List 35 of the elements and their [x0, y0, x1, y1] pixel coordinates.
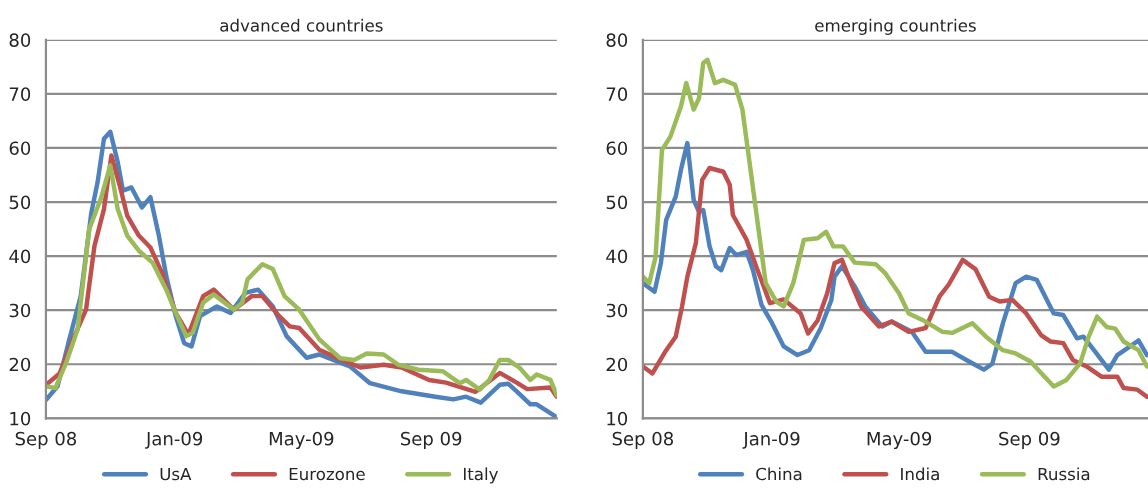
x-tick-label: Sep 08	[612, 431, 674, 449]
y-tick-label: 10	[607, 411, 628, 426]
y-tick-label: 50	[606, 195, 628, 210]
y-tick-label: 50	[9, 195, 31, 210]
y-tick-label: 40	[606, 249, 628, 264]
legend-label: India	[901, 467, 939, 481]
y-tick-label: 10	[10, 411, 31, 426]
y-tick-label: 40	[9, 249, 31, 264]
chart-title: emerging countries	[815, 18, 976, 35]
line-series	[642, 140, 1148, 372]
y-tick-label: 70	[9, 87, 31, 102]
y-tick-label: 30	[9, 303, 31, 318]
legend-label: Italy	[463, 467, 498, 484]
line-series	[642, 165, 1148, 399]
y-tick-label: 70	[606, 87, 628, 102]
chart-title: advanced countries	[220, 18, 383, 32]
y-tick-label: 60	[9, 141, 31, 156]
x-tick-label: Sep 09	[400, 431, 462, 449]
x-tick-label: Jan-09	[145, 431, 203, 449]
y-tick-label: 20	[606, 357, 628, 372]
x-tick-label: May-09	[867, 431, 932, 449]
legend-label: Eurozone	[289, 467, 365, 481]
y-tick-label: 20	[9, 357, 31, 372]
x-tick-label: Sep 09	[999, 431, 1060, 449]
y-tick-label: 30	[606, 303, 628, 318]
legend-label: UsA	[160, 467, 192, 481]
y-tick-label: 60	[606, 141, 628, 156]
legend-label: China	[756, 467, 802, 481]
x-tick-label: Jan-09	[742, 431, 800, 449]
legend-label: Russia	[1038, 467, 1090, 481]
y-tick-label: 80	[9, 33, 31, 47]
y-tick-label: 80	[606, 33, 628, 47]
line-series	[642, 57, 1148, 389]
x-tick-label: Sep 08	[15, 431, 77, 449]
x-tick-label: May-09	[269, 431, 334, 449]
